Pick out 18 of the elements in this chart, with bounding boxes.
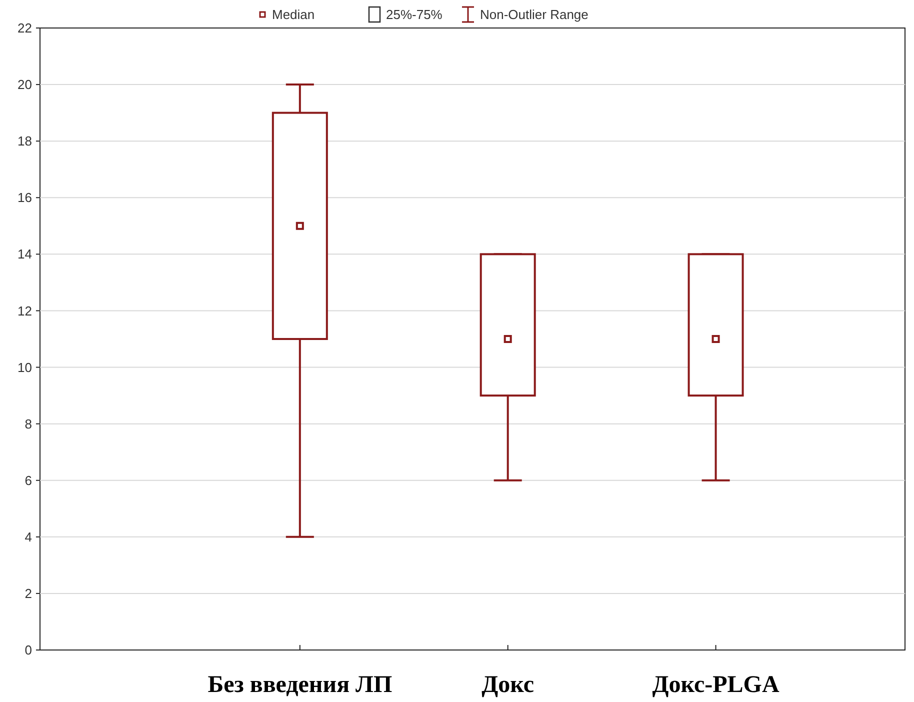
y-tick-label: 8: [24, 416, 32, 432]
x-tick-label: Докс-PLGA: [652, 672, 780, 698]
y-tick-label: 20: [18, 77, 32, 92]
x-tick-label: Докс: [482, 672, 534, 698]
text: Non-Outlier Range: [480, 7, 588, 22]
y-tick-label: 14: [18, 246, 32, 262]
y-tick-label: 10: [18, 360, 32, 375]
y-tick-label: 12: [18, 303, 32, 318]
y-tick-label: 2: [24, 586, 32, 602]
y-tick-label: 4: [24, 529, 32, 544]
y-tick-label: 22: [18, 20, 32, 36]
y-tick-label: 18: [18, 134, 32, 149]
y-tick-label: 0: [24, 642, 32, 658]
y-tick-label: 6: [24, 472, 32, 488]
text: Median: [272, 7, 315, 22]
text: 25%-75%: [386, 7, 443, 22]
y-tick-label: 16: [18, 190, 32, 206]
x-tick-label: Без введения ЛП: [208, 672, 392, 698]
